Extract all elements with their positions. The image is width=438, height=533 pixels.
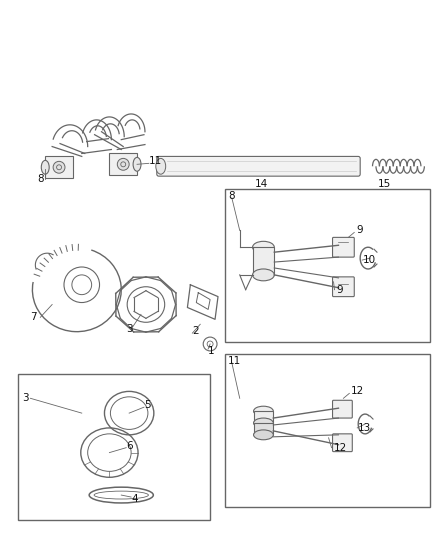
Text: 14: 14	[254, 179, 268, 189]
Ellipse shape	[133, 157, 141, 171]
Text: 12: 12	[333, 443, 347, 453]
FancyBboxPatch shape	[157, 156, 360, 176]
Text: 8: 8	[228, 191, 234, 201]
Text: 3: 3	[126, 324, 133, 334]
Ellipse shape	[253, 269, 274, 281]
Ellipse shape	[253, 241, 274, 253]
Bar	[45, 156, 73, 178]
Ellipse shape	[254, 430, 273, 440]
Text: 3: 3	[22, 393, 29, 403]
Text: 11: 11	[149, 156, 162, 166]
Text: 6: 6	[126, 441, 133, 451]
FancyBboxPatch shape	[332, 237, 354, 257]
Bar	[225, 189, 430, 342]
Circle shape	[53, 161, 65, 173]
Bar	[18, 374, 210, 520]
Text: 8: 8	[37, 174, 44, 184]
Circle shape	[117, 158, 129, 170]
FancyBboxPatch shape	[332, 277, 354, 296]
Text: 4: 4	[131, 494, 138, 504]
Ellipse shape	[41, 160, 49, 174]
Bar	[254, 411, 273, 423]
Text: 2: 2	[192, 326, 199, 336]
Bar	[225, 354, 430, 507]
Text: 12: 12	[351, 386, 364, 397]
Text: 13: 13	[358, 423, 371, 433]
Ellipse shape	[254, 418, 273, 428]
Bar	[110, 154, 137, 175]
Text: 9: 9	[336, 285, 343, 295]
Bar	[253, 247, 274, 275]
Text: 10: 10	[363, 255, 376, 265]
Text: 1: 1	[208, 346, 215, 356]
Ellipse shape	[156, 158, 166, 174]
Text: 9: 9	[356, 225, 363, 236]
Text: 7: 7	[30, 312, 37, 322]
FancyBboxPatch shape	[332, 400, 352, 418]
Text: 11: 11	[228, 356, 241, 366]
Ellipse shape	[254, 406, 273, 416]
FancyBboxPatch shape	[332, 434, 352, 451]
Text: 15: 15	[378, 179, 391, 189]
Text: 5: 5	[144, 400, 151, 410]
Bar	[254, 423, 273, 435]
